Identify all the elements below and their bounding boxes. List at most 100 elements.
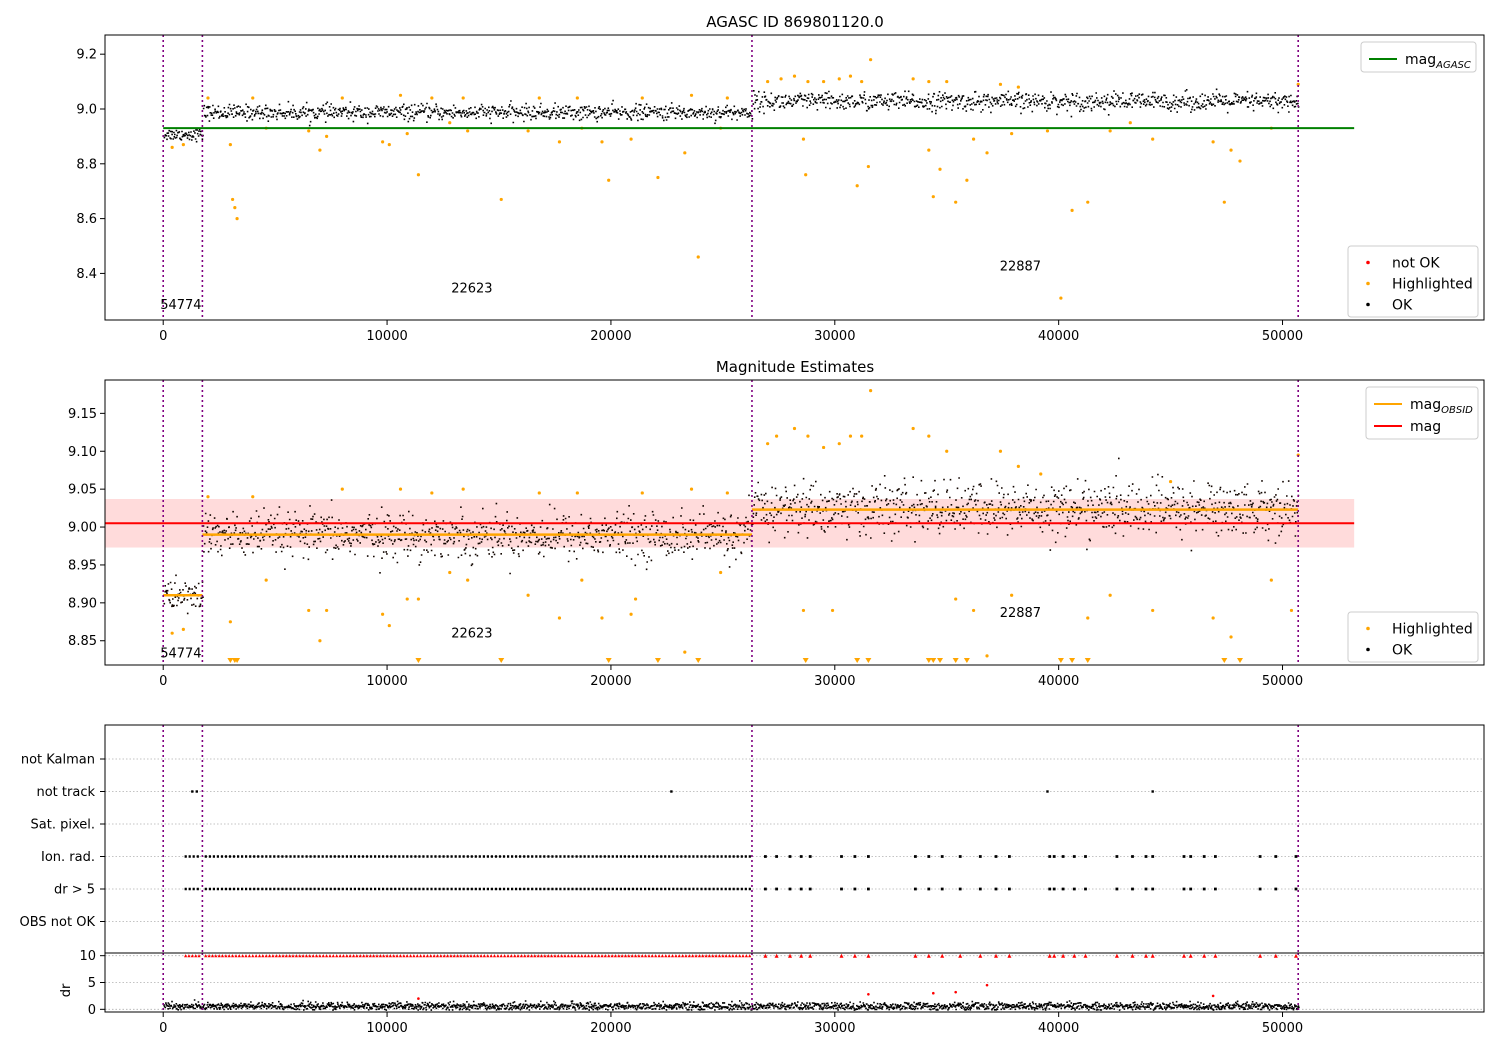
highlighted-point bbox=[848, 74, 853, 78]
y-tick-label: 5 bbox=[88, 976, 96, 991]
x-tick-label: 10000 bbox=[366, 674, 407, 689]
highlighted-point bbox=[235, 217, 239, 221]
highlighted-point bbox=[965, 178, 969, 182]
highlighted-point bbox=[557, 616, 562, 620]
highlighted-point bbox=[1128, 121, 1132, 125]
not-track-point bbox=[195, 790, 198, 793]
x-tick-label: 20000 bbox=[590, 1021, 631, 1036]
highlighted-point bbox=[725, 491, 729, 495]
highlighted-point bbox=[575, 491, 579, 495]
highlighted-point bbox=[633, 597, 638, 601]
highlighted-point bbox=[1211, 616, 1215, 620]
highlighted-point bbox=[206, 495, 210, 499]
highlighted-point bbox=[927, 148, 931, 152]
offscale-marker bbox=[930, 658, 937, 663]
flag-points bbox=[184, 855, 1298, 858]
highlighted-point bbox=[380, 612, 385, 616]
highlighted-point bbox=[600, 140, 604, 144]
highlighted-point bbox=[325, 134, 329, 138]
offscale-marker bbox=[227, 658, 234, 663]
obsid-annotation: 22623 bbox=[451, 627, 492, 642]
legend-label: OK bbox=[1392, 643, 1413, 659]
highlighted-point bbox=[340, 96, 344, 100]
dr-capped-markers bbox=[184, 953, 1298, 958]
highlighted-point bbox=[264, 578, 268, 582]
highlighted-point bbox=[557, 140, 562, 144]
highlighted-point bbox=[855, 184, 859, 188]
y-tick-label: 8.90 bbox=[68, 596, 97, 611]
highlighted-point bbox=[689, 93, 694, 97]
highlighted-point bbox=[1269, 578, 1273, 582]
highlighted-point bbox=[170, 631, 174, 635]
middle-panel-title: Magnitude Estimates bbox=[716, 358, 874, 376]
highlighted-point bbox=[911, 426, 915, 431]
highlighted-point bbox=[837, 77, 841, 81]
highlighted-point bbox=[689, 487, 694, 491]
highlighted-point bbox=[537, 96, 541, 100]
x-tick-label: 40000 bbox=[1038, 674, 1079, 689]
highlighted-point bbox=[696, 255, 700, 259]
highlighted-point bbox=[1108, 129, 1112, 133]
highlighted-point bbox=[954, 597, 958, 601]
obsid-annotation: 22887 bbox=[1000, 260, 1041, 275]
offscale-marker bbox=[654, 658, 661, 663]
highlighted-point bbox=[1045, 129, 1050, 133]
highlighted-point bbox=[1010, 132, 1014, 136]
y-tick-label: 8.85 bbox=[68, 634, 97, 649]
ok-points bbox=[752, 88, 1300, 118]
highlighted-point bbox=[629, 137, 633, 141]
highlighted-point bbox=[1016, 85, 1020, 89]
y-tick-label: 8.6 bbox=[76, 212, 97, 227]
highlighted-point bbox=[804, 173, 808, 177]
legend-box bbox=[1360, 41, 1477, 73]
y-tick-label: 8.8 bbox=[76, 157, 97, 172]
highlighted-point bbox=[228, 143, 232, 147]
highlighted-point bbox=[448, 121, 452, 125]
highlighted-point bbox=[1229, 635, 1233, 639]
legend-marker-swatch bbox=[1366, 626, 1370, 631]
highlighted-point bbox=[869, 389, 873, 393]
y-tick-label: 0 bbox=[88, 1003, 96, 1018]
flag-category-label: OBS not OK bbox=[20, 915, 96, 930]
middle-panel: 54774 22623 22887 0 10000 20000 30000 40000 5000… bbox=[68, 379, 1485, 689]
highlighted-point bbox=[380, 140, 385, 144]
highlighted-point bbox=[792, 74, 797, 78]
highlighted-point bbox=[170, 145, 174, 149]
highlighted-point bbox=[998, 449, 1003, 453]
y-tick-label: 9.15 bbox=[68, 407, 97, 422]
highlighted-point bbox=[340, 487, 344, 491]
highlighted-point bbox=[1059, 296, 1063, 300]
dr-outlier-point bbox=[417, 997, 420, 1000]
highlighted-point bbox=[526, 129, 530, 133]
x-tick-label: 30000 bbox=[814, 329, 855, 344]
legend-label: Highlighted bbox=[1392, 622, 1473, 638]
highlighted-point bbox=[461, 487, 465, 491]
highlighted-point bbox=[801, 608, 806, 613]
ok-points bbox=[202, 99, 754, 127]
legend-marker-swatch bbox=[1366, 647, 1370, 652]
highlighted-point bbox=[774, 434, 779, 438]
offscale-marker bbox=[925, 658, 932, 663]
highlighted-point bbox=[806, 434, 810, 438]
flag-category-label: dr > 5 bbox=[54, 883, 95, 898]
legend-label: mag bbox=[1410, 419, 1441, 435]
dr-outlier-point bbox=[985, 983, 989, 987]
x-tick-label: 10000 bbox=[366, 1021, 407, 1036]
highlighted-point bbox=[405, 597, 409, 601]
highlighted-point bbox=[387, 143, 391, 147]
highlighted-point bbox=[251, 495, 255, 499]
highlighted-point bbox=[607, 178, 611, 182]
highlighted-point bbox=[416, 597, 421, 601]
axes-frame bbox=[104, 34, 1485, 321]
y-tick-label: 9.05 bbox=[68, 483, 97, 498]
highlighted-point bbox=[206, 96, 210, 100]
offscale-marker bbox=[1069, 658, 1076, 663]
highlighted-point bbox=[537, 491, 541, 495]
highlighted-point bbox=[683, 151, 687, 155]
highlighted-point bbox=[1016, 464, 1020, 469]
highlighted-point bbox=[837, 442, 841, 446]
flag-category-label: not Kalman bbox=[21, 753, 95, 768]
ok-points bbox=[163, 128, 204, 143]
not-track-point bbox=[670, 790, 673, 793]
flag-category-label: Ion. rad. bbox=[41, 850, 95, 865]
